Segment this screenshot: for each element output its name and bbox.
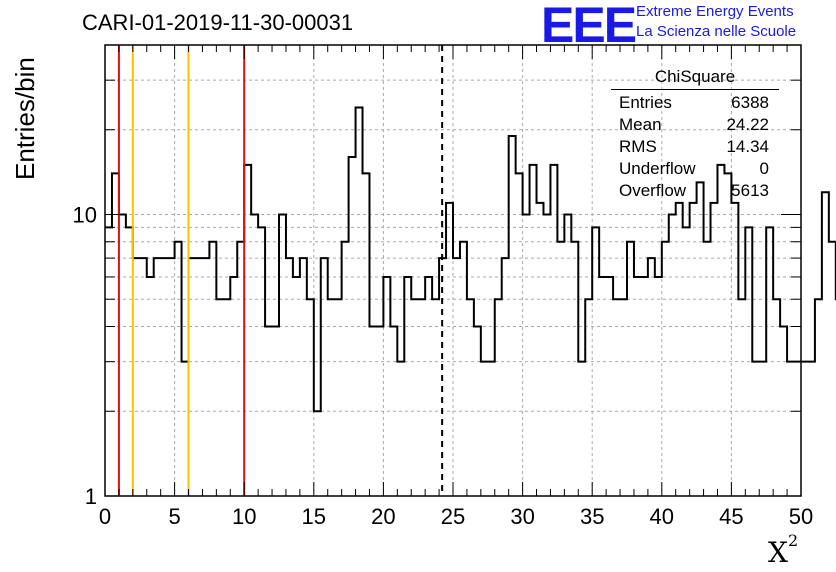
x-tick-label: 30 — [510, 504, 534, 529]
x-tick-label: 10 — [232, 504, 256, 529]
x-axis-label-superscript: 2 — [787, 530, 799, 550]
x-tick-label: 50 — [789, 504, 813, 529]
x-tick-label: 45 — [719, 504, 743, 529]
stats-value: 14.34 — [726, 137, 769, 156]
eee-logo: EEE — [541, 0, 637, 53]
histogram-line — [105, 106, 836, 413]
stats-label: Mean — [619, 115, 662, 134]
stats-row-mean: Mean 24.22 — [611, 114, 779, 136]
stats-row-underflow: Underflow 0 — [611, 158, 779, 180]
stats-row-rms: RMS 14.34 — [611, 136, 779, 158]
stats-value: 6388 — [731, 93, 769, 112]
x-tick-label: 25 — [441, 504, 465, 529]
stats-label: Overflow — [619, 181, 687, 200]
y-axis-label: Entries/bin — [10, 57, 40, 180]
stats-box: ChiSquare Entries 6388 Mean 24.22 RMS 14.34… — [611, 67, 779, 202]
x-axis-label: X2 — [768, 531, 798, 569]
stats-value: 0 — [759, 159, 769, 178]
stats-value: 24.22 — [726, 115, 769, 134]
stats-value: 5613 — [731, 181, 769, 200]
stats-label: Entries — [619, 93, 672, 112]
logo-subtitle-1: Extreme Energy Events — [636, 3, 794, 20]
x-tick-label: 20 — [371, 504, 395, 529]
x-tick-label: 40 — [650, 504, 674, 529]
stats-row-overflow: Overflow 5613 — [611, 180, 779, 202]
stats-row-entries: Entries 6388 — [611, 92, 779, 114]
y-tick-label: 10 — [73, 202, 97, 227]
logo-subtitle-2: La Scienza nelle Scuole — [636, 23, 797, 40]
x-tick-label: 0 — [99, 504, 111, 529]
y-tick-label: 1 — [85, 484, 97, 509]
x-tick-label: 35 — [580, 504, 604, 529]
stats-label: RMS — [619, 137, 657, 156]
x-tick-label: 5 — [168, 504, 180, 529]
x-axis-label-base: X — [768, 536, 788, 569]
run-title: CARI-01-2019-11-30-00031 — [82, 10, 354, 35]
x-tick-label: 15 — [302, 504, 326, 529]
stats-label: Underflow — [619, 159, 696, 178]
stats-title: ChiSquare — [611, 67, 779, 90]
